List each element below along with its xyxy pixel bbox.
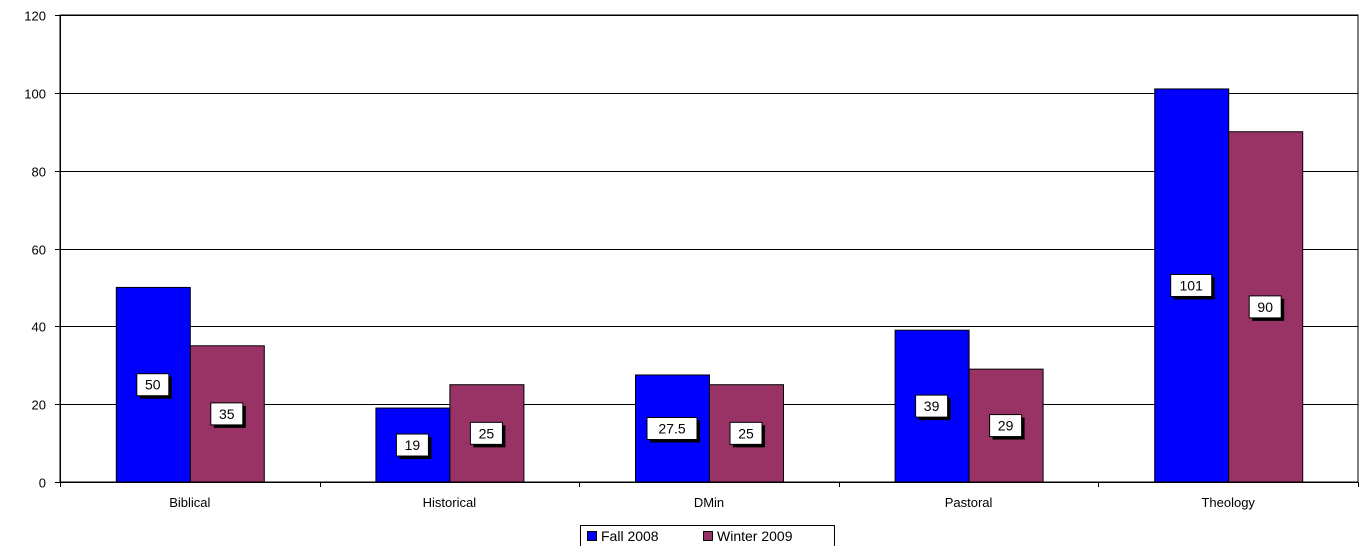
y-tick-label: 0 (39, 476, 46, 491)
data-label-box (210, 402, 244, 426)
data-label-text: 29 (998, 418, 1014, 434)
data-label: 35 (210, 402, 246, 428)
data-label: 25 (729, 421, 765, 448)
data-label-text: 39 (924, 398, 940, 414)
data-label: 25 (469, 421, 506, 448)
bar-winter-2009 (1228, 131, 1304, 483)
legend: Fall 2008 Winter 2009 (580, 525, 835, 546)
data-label: 27.5 (646, 416, 700, 443)
legend-swatch (703, 531, 713, 541)
y-tick-label: 120 (24, 9, 46, 24)
legend-label: Fall 2008 (601, 528, 659, 544)
data-label-box (729, 421, 763, 445)
data-label-box (646, 416, 698, 440)
x-tick-label: DMin (694, 495, 724, 510)
axes: 0 20 40 60 80 100 120 Biblical Historical DMin Pas… (24, 9, 1359, 510)
y-tick-label: 60 (32, 243, 46, 258)
data-label-box (136, 373, 170, 397)
legend-label: Winter 2009 (717, 528, 793, 544)
data-label-text: 19 (405, 437, 421, 453)
data-label-text: 25 (479, 425, 495, 441)
data-label-box (395, 433, 429, 457)
data-label-text: 25 (738, 425, 754, 441)
data-label-box (915, 394, 949, 418)
y-tick-label: 40 (32, 320, 46, 335)
data-label-text: 101 (1180, 277, 1204, 293)
data-label-box (469, 421, 503, 445)
legend-swatch (587, 531, 597, 541)
data-labels: 50 19 27.5 39 101 35 25 25 29 90 (136, 273, 1285, 460)
data-label: 90 (1248, 295, 1285, 321)
x-tick-label: Biblical (169, 495, 210, 510)
data-label: 19 (395, 433, 432, 460)
data-label-box (1170, 273, 1213, 297)
data-label: 101 (1170, 273, 1215, 300)
data-label: 50 (136, 373, 172, 399)
x-tick-label: Historical (423, 495, 477, 510)
data-label-box (989, 414, 1023, 438)
data-label: 39 (915, 394, 951, 421)
bars (115, 88, 1304, 483)
data-label-text: 50 (145, 377, 161, 393)
data-label-text: 90 (1257, 299, 1273, 315)
data-label: 29 (989, 414, 1025, 440)
x-tick-label: Pastoral (945, 495, 993, 510)
data-label-box (1248, 295, 1282, 319)
y-tick-label: 20 (32, 398, 46, 413)
x-tick-label: Theology (1201, 495, 1255, 510)
y-tick-label: 80 (32, 165, 46, 180)
data-label-text: 27.5 (658, 420, 685, 436)
data-label-text: 35 (219, 406, 235, 422)
y-tick-label: 100 (24, 87, 46, 102)
